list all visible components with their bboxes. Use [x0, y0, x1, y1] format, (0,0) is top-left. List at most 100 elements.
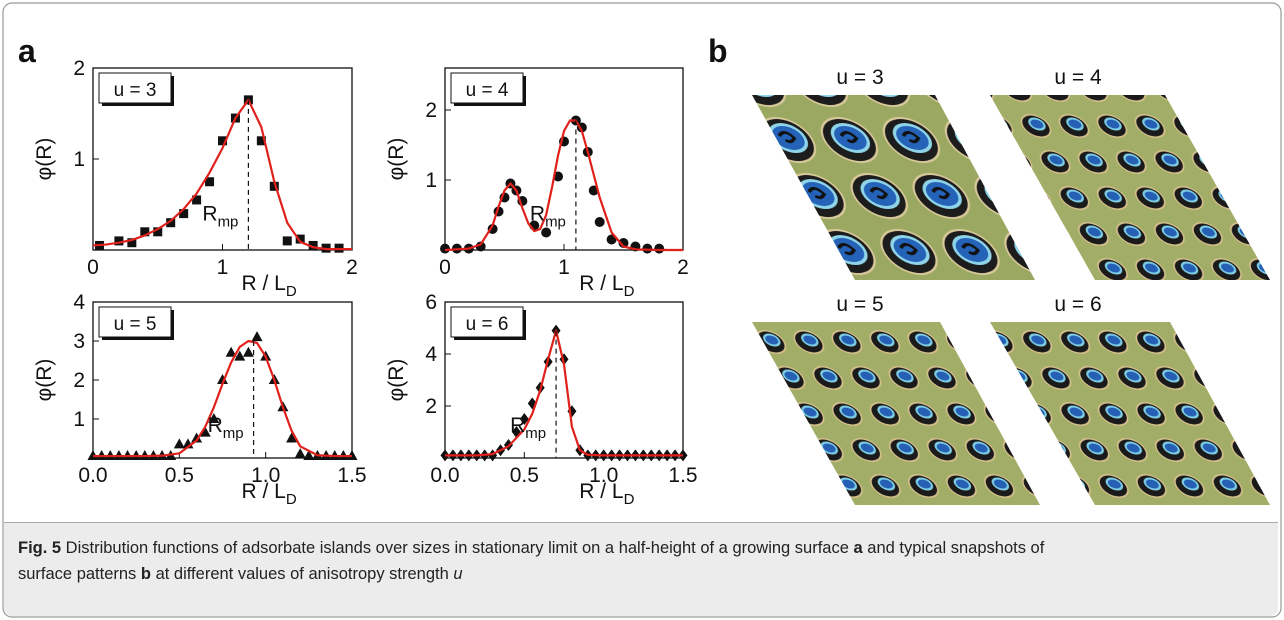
data-point — [541, 227, 552, 238]
x-axis-label-main: R / L — [579, 272, 623, 295]
data-point — [308, 240, 318, 250]
data-point — [242, 346, 254, 357]
x-tick-label: 1.0 — [251, 464, 280, 487]
x-axis-label-sub: D — [286, 491, 297, 508]
y-tick-label: 4 — [425, 343, 437, 366]
y-tick-label: 2 — [425, 99, 437, 122]
annotation-sub: mp — [223, 425, 244, 442]
caption-text: Distribution functions of adsorbate isla… — [61, 539, 854, 557]
data-point — [218, 136, 227, 146]
annotation: Rmp — [202, 203, 238, 231]
annotation-main: R — [202, 203, 217, 226]
y-axis-label: φ(R) — [33, 138, 56, 181]
caption: Fig. 5 Distribution functions of adsorba… — [4, 522, 1278, 616]
snapshot-label: u = 5 — [836, 293, 883, 316]
annotation-sub: mp — [218, 214, 239, 231]
data-point — [127, 238, 137, 248]
data-point — [256, 136, 266, 146]
caption-text: Fig. 5 — [18, 539, 62, 557]
x-axis-label-sub: D — [624, 283, 635, 300]
y-tick-label: 2 — [73, 57, 85, 80]
y-axis-label: φ(R) — [385, 138, 408, 181]
data-point — [234, 350, 246, 361]
data-point — [251, 331, 263, 342]
data-point — [294, 448, 306, 459]
snapshot-image — [752, 322, 1040, 505]
x-tick-label: 0 — [87, 256, 99, 279]
y-tick-label: 1 — [73, 148, 85, 171]
data-point — [114, 236, 124, 246]
data-point — [140, 227, 150, 237]
snapshot-label: u = 6 — [1054, 293, 1101, 316]
data-point — [286, 432, 298, 443]
caption-line: surface patterns b at different values o… — [18, 561, 1264, 587]
data-point — [191, 432, 203, 443]
x-tick-label: 0 — [439, 256, 451, 279]
x-tick-label: 0.5 — [165, 464, 194, 487]
x-axis-label-sub: D — [286, 283, 297, 300]
caption-text: u — [453, 565, 463, 583]
annotation: Rmp — [530, 203, 566, 231]
data-point — [519, 413, 529, 425]
y-axis-label: φ(R) — [385, 359, 408, 402]
annotation-main: R — [208, 414, 223, 437]
data-point — [475, 241, 486, 252]
x-tick-label: 2 — [677, 256, 689, 279]
plot-frame — [444, 301, 684, 459]
annotation-sub: mp — [525, 425, 546, 442]
snapshot-label: u = 4 — [1054, 66, 1102, 89]
y-tick-label: 3 — [73, 330, 85, 353]
data-point — [179, 209, 189, 219]
x-axis-label-main: R / L — [242, 272, 286, 295]
data-point — [594, 217, 605, 227]
y-tick-label: 1 — [425, 169, 437, 192]
x-axis-label-main: R / L — [242, 480, 286, 503]
legend-label: u = 3 — [114, 80, 157, 101]
data-point — [217, 374, 228, 384]
x-tick-label: 1.0 — [589, 464, 618, 487]
x-tick-label: 1.5 — [668, 464, 697, 487]
fit-line — [93, 339, 352, 458]
fit-line — [445, 329, 683, 457]
caption-text: and typical snapshots of — [862, 539, 1045, 557]
y-tick-label: 4 — [73, 291, 85, 314]
legend-box — [450, 72, 524, 104]
y-tick-label: 2 — [425, 395, 437, 418]
annotation-main: R — [530, 203, 545, 226]
panel-label: a — [18, 33, 36, 69]
fit-line — [92, 98, 352, 251]
data-point — [153, 227, 163, 237]
data-point — [205, 177, 215, 187]
data-point — [282, 236, 292, 246]
x-axis-label: R / LD — [579, 480, 634, 508]
data-point — [208, 413, 220, 423]
caption-text: b — [140, 565, 151, 583]
data-point — [192, 195, 202, 205]
x-axis-label-sub: D — [624, 491, 635, 508]
x-tick-label: 1.5 — [337, 464, 366, 487]
data-point — [225, 346, 237, 357]
y-tick-label: 2 — [73, 369, 85, 392]
caption-text: a — [853, 539, 863, 557]
legend-label: u = 6 — [466, 314, 509, 335]
y-tick-label: 6 — [425, 291, 437, 314]
snapshot-image — [752, 95, 1035, 280]
data-point — [269, 181, 279, 191]
x-tick-label: 2 — [346, 256, 358, 279]
snapshot-label: u = 3 — [836, 66, 883, 89]
legend-box — [98, 306, 172, 338]
x-tick-label: 0.0 — [78, 464, 107, 487]
annotation: Rmp — [208, 414, 244, 442]
fit-line — [444, 119, 683, 252]
data-point — [166, 218, 176, 228]
legend-box — [98, 72, 172, 104]
data-point — [654, 243, 665, 254]
x-axis-label: R / LD — [242, 272, 297, 300]
x-tick-label: 1 — [217, 256, 229, 279]
data-point — [173, 438, 185, 449]
snapshot-image — [990, 322, 1270, 505]
y-tick-label: 1 — [73, 408, 85, 431]
panel-label: b — [708, 33, 728, 69]
